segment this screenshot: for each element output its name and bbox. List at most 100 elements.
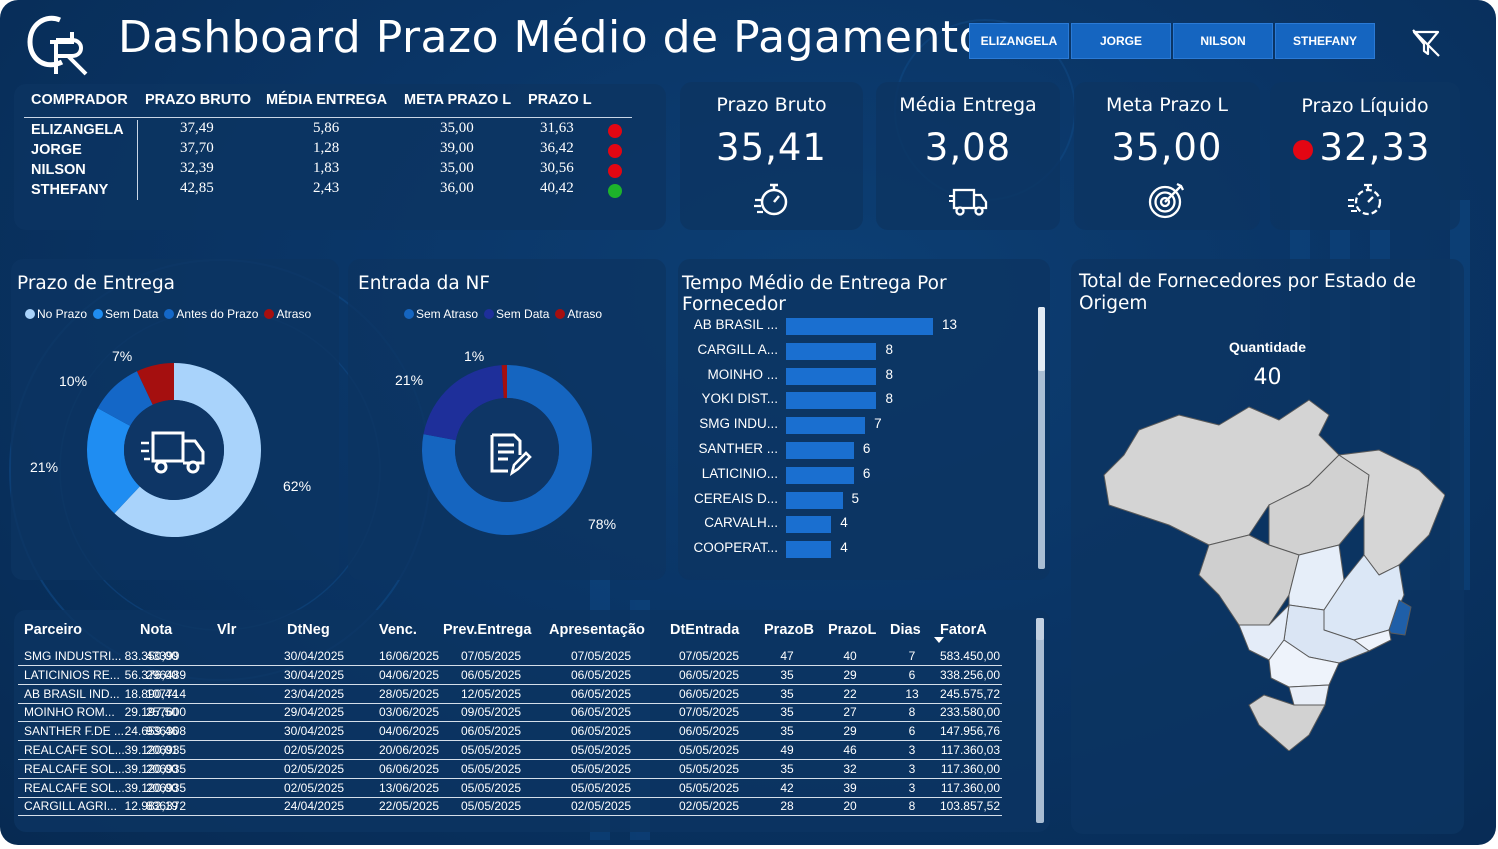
column-header-dtentrada[interactable]: DtEntrada xyxy=(670,622,740,638)
summary-row-prazo-l: 36,42 xyxy=(540,140,574,156)
table-cell: REALCAFE SOL... xyxy=(24,743,125,757)
bar-category-label: MOINHO ... xyxy=(707,366,779,382)
table-cell: 06/05/2025 xyxy=(571,667,632,682)
summary-row-meta: 35,00 xyxy=(440,120,474,136)
table-row[interactable]: SMG INDUSTRI... 43399 83.350,00 30/04/2025 1… xyxy=(18,647,1002,666)
legend-item[interactable]: No Prazo xyxy=(25,307,87,321)
chart-legend: No Prazo Sem Data Antes do Prazo Atraso xyxy=(25,307,311,321)
column-header-apresenta-o[interactable]: Apresentação xyxy=(549,622,645,638)
donut-slice-atraso[interactable] xyxy=(136,363,174,405)
table-row[interactable]: AB BRASIL IND... 107714 18.890,44 23/04/202… xyxy=(18,685,1002,704)
sort-desc-icon[interactable] xyxy=(933,636,945,644)
brazil-map[interactable] xyxy=(1099,395,1445,751)
filter-button-nilson[interactable]: NILSON xyxy=(1173,23,1273,59)
column-header-fatora[interactable]: FatorA xyxy=(940,622,987,638)
table-cell: 83.350,00 xyxy=(124,649,178,663)
map-region-center-west xyxy=(1198,534,1300,626)
stopwatch-icon xyxy=(753,183,787,216)
table-cell: 147.956,76 xyxy=(939,724,1000,739)
table-cell: 35 xyxy=(780,667,794,682)
table-cell: 117.360,03 xyxy=(940,743,1000,757)
kpi-card-prazo-bruto: Prazo Bruto 35,41 xyxy=(680,82,863,230)
table-row[interactable]: REALCAFE SOL... 206935 39.120,00 02/05/2025… xyxy=(18,760,1002,779)
scrollbar-track[interactable] xyxy=(1038,307,1045,569)
kpi-card-prazo-liquido: Prazo Líquido 32,33 xyxy=(1270,82,1460,230)
bar[interactable] xyxy=(786,417,866,435)
legend-item[interactable]: Antes do Prazo xyxy=(164,307,258,321)
table-cell: 35 xyxy=(780,686,794,701)
table-cell: 05/05/2025 xyxy=(571,761,632,776)
table-row[interactable]: LATICINIOS RE... 296489 56.376,00 30/04/202… xyxy=(18,666,1002,685)
prazo-entrega-panel: Prazo de Entrega No Prazo Sem Data Antes… xyxy=(11,259,339,580)
bar-value-label: 8 xyxy=(885,341,893,357)
scrollbar-thumb[interactable] xyxy=(1036,618,1044,640)
scrollbar-thumb[interactable] xyxy=(1038,307,1045,371)
filter-button-elizangela[interactable]: ELIZANGELA xyxy=(969,23,1069,59)
bar[interactable] xyxy=(786,318,933,335)
summary-row-entrega: 1,83 xyxy=(313,160,340,176)
table-cell: 06/05/2025 xyxy=(461,667,522,682)
bar[interactable] xyxy=(786,491,843,509)
table-cell: 04/06/2025 xyxy=(379,667,440,682)
legend-item[interactable]: Sem Data xyxy=(93,307,158,321)
table-cell: 49 xyxy=(780,743,794,757)
table-cell: 47 xyxy=(780,649,794,663)
table-cell: 107714 xyxy=(146,686,187,701)
donut-slice-sem-data[interactable] xyxy=(87,408,140,514)
bar[interactable] xyxy=(786,342,877,360)
column-header-prev-entrega[interactable]: Prev.Entrega xyxy=(443,622,532,638)
column-header-dias[interactable]: Dias xyxy=(890,622,921,638)
bar[interactable] xyxy=(786,442,854,459)
table-cell: 29.197,50 xyxy=(124,705,178,720)
fast-timer-icon xyxy=(1348,183,1382,216)
table-cell: 20/06/2025 xyxy=(379,743,440,757)
bar[interactable] xyxy=(786,466,854,484)
table-cell: 29 xyxy=(843,724,857,739)
donut-slice-sem-atraso[interactable] xyxy=(422,365,592,535)
table-row[interactable]: MOINHO ROM... 257600 29.197,50 29/04/2025 03… xyxy=(18,703,1002,723)
table-cell: 43399 xyxy=(146,649,180,663)
legend-item[interactable]: Sem Atraso xyxy=(404,307,478,321)
bar[interactable] xyxy=(786,541,832,559)
table-cell: 42 xyxy=(780,780,794,795)
column-header-prazol[interactable]: PrazoL xyxy=(828,622,877,638)
donut-slice-atraso[interactable] xyxy=(501,365,507,399)
bar[interactable] xyxy=(786,516,832,534)
map-region-rio-grande-sul xyxy=(1248,694,1326,751)
legend-item[interactable]: Sem Data xyxy=(484,307,549,321)
column-header-prazob[interactable]: PrazoB xyxy=(764,622,814,638)
table-row[interactable]: SANTHER F.DE ... 936308 24.659,46 30/04/202… xyxy=(18,722,1002,742)
summary-header-prazo-bruto: PRAZO BRUTO xyxy=(145,92,252,108)
entrada-nf-donut xyxy=(422,365,592,535)
filter-button-sthefany[interactable]: STHEFANY xyxy=(1275,23,1375,59)
filter-button-jorge[interactable]: JORGE xyxy=(1071,23,1171,59)
table-cell: 18.890,44 xyxy=(124,686,178,701)
table-cell: 05/05/2025 xyxy=(571,743,632,757)
donut-slice-no-prazo[interactable] xyxy=(114,363,261,537)
quantity-value: 40 xyxy=(1253,365,1282,390)
bar-category-label: CEREAIS D... xyxy=(693,490,778,506)
bar[interactable] xyxy=(786,367,877,385)
legend-item[interactable]: Atraso xyxy=(264,307,311,321)
table-cell: 936308 xyxy=(146,724,187,739)
summary-row-prazo-l: 30,56 xyxy=(540,160,574,176)
donut-slice-antes-do-prazo[interactable] xyxy=(97,371,153,426)
table-row[interactable]: REALCAFE SOL... 206935 39.120,00 02/05/2025… xyxy=(18,779,1002,798)
data-label: 1% xyxy=(464,348,485,364)
table-cell: AB BRASIL IND... xyxy=(24,686,120,701)
detail-table: Parceiro Nota Vlr DtNeg Venc. Prev.Entrega Apr… xyxy=(14,610,1050,832)
legend-item[interactable]: Atraso xyxy=(555,307,602,321)
table-row[interactable]: CARGILL AGRI... 836372 12.982,19 24/04/2025… xyxy=(18,797,1002,817)
scrollbar-track[interactable] xyxy=(1036,618,1044,823)
column-header-vlr[interactable]: Vlr xyxy=(217,622,237,638)
column-header-dtneg[interactable]: DtNeg xyxy=(287,622,330,638)
clear-filter-icon[interactable] xyxy=(1410,27,1442,59)
donut-slice-sem-data[interactable] xyxy=(423,365,504,441)
column-header-nota[interactable]: Nota xyxy=(140,622,173,638)
table-cell: 06/06/2025 xyxy=(379,761,440,776)
column-header-venc-[interactable]: Venc. xyxy=(379,622,417,638)
quantity-label: Quantidade xyxy=(1228,339,1306,355)
column-header-parceiro[interactable]: Parceiro xyxy=(24,622,83,638)
table-row[interactable]: REALCAFE SOL... 206935 39.120,01 02/05/2025… xyxy=(18,741,1002,760)
bar[interactable] xyxy=(786,392,877,410)
